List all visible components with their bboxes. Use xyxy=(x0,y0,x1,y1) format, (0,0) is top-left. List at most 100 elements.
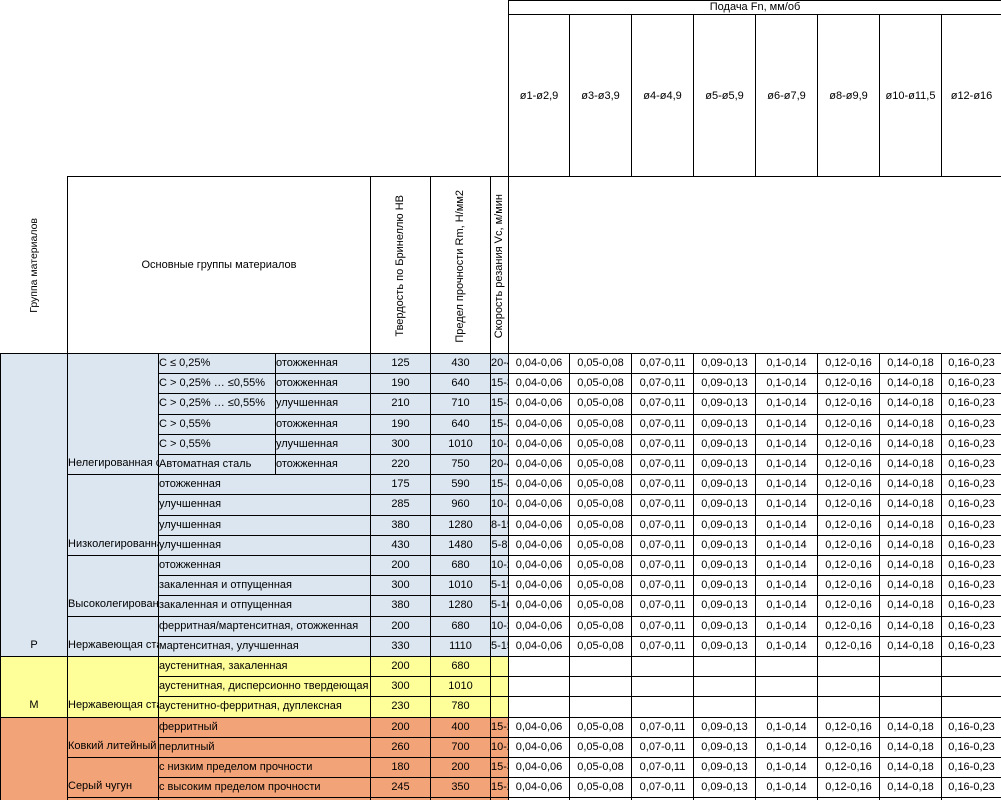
strength-value: 1480 xyxy=(430,534,491,557)
hardness-value: 175 xyxy=(370,474,431,496)
cutting-speed-value: 15-35 xyxy=(490,757,509,779)
cutting-speed-value: 10-20 xyxy=(490,494,509,516)
feed-value-d0: 0,04-0,06 xyxy=(508,716,570,738)
feed-value-d0: 0,04-0,06 xyxy=(508,736,570,759)
feed-value-d0: 0,04-0,06 xyxy=(508,433,570,456)
feed-value-d1 xyxy=(569,656,632,678)
feed-col-header-7: ø12-ø16 xyxy=(940,14,1001,177)
feed-col-header-4: ø6-ø7,9 xyxy=(755,14,818,177)
feed-value-d4: 0,1-0,14 xyxy=(755,534,818,557)
strength-value: 680 xyxy=(430,555,491,577)
feed-col-header-1: ø3-ø3,9 xyxy=(569,14,632,177)
feed-value-d4: 0,1-0,14 xyxy=(755,635,818,658)
material-condition-secondary: отожженная xyxy=(275,352,371,375)
feed-value-d1: 0,05-0,08 xyxy=(569,736,632,759)
feed-value-d4: 0,1-0,14 xyxy=(755,352,818,375)
cutting-speed-value: 5-8 xyxy=(490,534,509,557)
speed-col-header-spacer xyxy=(490,0,509,177)
feed-value-d3: 0,09-0,13 xyxy=(693,534,756,557)
group-col-header-spacer xyxy=(0,0,68,177)
feed-value-d2: 0,07-0,11 xyxy=(631,352,694,375)
table-row: C > 0,55%улучшенная300101010-200,04-0,06… xyxy=(1,433,1001,456)
feed-value-d4: 0,1-0,14 xyxy=(755,575,818,597)
table-row: C > 0,25% … ≤0,55%отожженная19064015-350… xyxy=(1,373,1001,395)
feed-value-d2: 0,07-0,11 xyxy=(631,454,694,476)
feed-value-d5: 0,12-0,16 xyxy=(817,716,880,738)
feed-value-d5 xyxy=(817,656,880,678)
feed-value-d6: 0,14-0,18 xyxy=(879,454,942,476)
hardness-value: 230 xyxy=(370,696,431,718)
feed-value-d7: 0,16-0,23 xyxy=(940,352,1001,375)
header-row-feed-columns: ø1-ø2,9 ø3-ø3,9 ø4-ø4,9 ø5-ø5,9 ø6-ø7,9 … xyxy=(1,14,1001,177)
feed-value-d1: 0,05-0,08 xyxy=(569,373,632,395)
speed-col-header-label: Скорость резания Vc, м/мин xyxy=(493,193,505,339)
material-family-name: Ковкий литейный чугун xyxy=(67,716,159,759)
feed-value-d6: 0,14-0,18 xyxy=(879,514,942,536)
feed-col-header-6: ø10-ø11,5 xyxy=(879,14,942,177)
material-family-name: Высоколегированная сталь xyxy=(67,555,159,617)
strength-value: 750 xyxy=(430,454,491,476)
feed-value-d3: 0,09-0,13 xyxy=(693,555,756,577)
feed-value-d0: 0,04-0,06 xyxy=(508,514,570,536)
feed-value-d7: 0,16-0,23 xyxy=(940,555,1001,577)
feed-value-d6: 0,14-0,18 xyxy=(879,615,942,637)
material-condition-primary: C > 0,25% … ≤0,55% xyxy=(158,373,276,395)
table-row: аустенитная, дисперсионно твердеющая 300 1… xyxy=(1,676,1001,698)
material-condition-primary: C ≤ 0,25% xyxy=(158,352,276,375)
cutting-speed-value: 5-15 xyxy=(490,575,509,597)
feed-value-d4: 0,1-0,14 xyxy=(755,757,818,779)
feed-value-d1: 0,05-0,08 xyxy=(569,575,632,597)
feed-value-d2 xyxy=(631,656,694,678)
feed-value-d3 xyxy=(693,676,756,698)
hardness-value: 260 xyxy=(370,736,431,759)
feed-value-d5: 0,12-0,16 xyxy=(817,373,880,395)
feed-value-d1: 0,05-0,08 xyxy=(569,716,632,738)
material-condition-secondary: отожженная xyxy=(275,413,371,435)
cutting-speed-value: 5-10 xyxy=(490,595,509,617)
feed-value-d5: 0,12-0,16 xyxy=(817,413,880,435)
feed-value-d4: 0,1-0,14 xyxy=(755,736,818,759)
material-family-name: Нелегированная сталь xyxy=(67,352,159,476)
feed-value-d2: 0,07-0,11 xyxy=(631,716,694,738)
feed-value-d3: 0,09-0,13 xyxy=(693,474,756,496)
feed-value-d2: 0,07-0,11 xyxy=(631,393,694,415)
feed-value-d0: 0,04-0,06 xyxy=(508,555,570,577)
main-col-header-spacer xyxy=(67,0,371,177)
feed-value-d6: 0,14-0,18 xyxy=(879,716,942,738)
feed-value-d6: 0,14-0,18 xyxy=(879,757,942,779)
feed-value-d0: 0,04-0,06 xyxy=(508,757,570,779)
feed-value-d6: 0,14-0,18 xyxy=(879,413,942,435)
hardness-col-header-label: Твердость по Бринеллю HB xyxy=(394,195,406,337)
feed-value-d1: 0,05-0,08 xyxy=(569,433,632,456)
feed-value-d1: 0,05-0,08 xyxy=(569,413,632,435)
feed-value-d4: 0,1-0,14 xyxy=(755,413,818,435)
material-condition-secondary: улучшенная xyxy=(275,393,371,415)
material-condition-primary: ферритный xyxy=(158,716,371,738)
hardness-col-header: Твердость по Бринеллю HB xyxy=(370,176,431,354)
feed-value-d7: 0,16-0,23 xyxy=(940,736,1001,759)
feed-value-d5: 0,12-0,16 xyxy=(817,635,880,658)
table-row: закаленная и отпущенная38012805-100,04-0… xyxy=(1,595,1001,617)
feed-value-d6: 0,14-0,18 xyxy=(879,352,942,375)
header-row-feed-title: Подача Fn, мм/об xyxy=(0,0,1001,177)
feed-value-d0: 0,04-0,06 xyxy=(508,352,570,375)
material-condition-primary: ферритная/мартенситная, отожженная xyxy=(158,615,371,637)
feed-value-d6: 0,14-0,18 xyxy=(879,777,942,799)
material-condition-secondary: отожженная xyxy=(275,454,371,476)
feed-value-d5: 0,12-0,16 xyxy=(817,352,880,375)
strength-value: 640 xyxy=(430,373,491,395)
cutting-speed-value: 10-20 xyxy=(490,555,509,577)
feed-value-d7: 0,16-0,23 xyxy=(940,373,1001,395)
feed-value-d4: 0,1-0,14 xyxy=(755,474,818,496)
cutting-speed-value: 10-20 xyxy=(490,433,509,456)
group-col-header: Группа материалов xyxy=(0,176,68,354)
strength-value: 640 xyxy=(430,413,491,435)
feed-value-d1: 0,05-0,08 xyxy=(569,454,632,476)
feed-value-d7: 0,16-0,23 xyxy=(940,757,1001,779)
feed-value-d5: 0,12-0,16 xyxy=(817,615,880,637)
feed-value-d0 xyxy=(508,676,570,698)
strength-value: 1280 xyxy=(430,595,491,617)
material-group-code-P: P xyxy=(0,352,68,658)
feed-value-d3: 0,09-0,13 xyxy=(693,615,756,637)
